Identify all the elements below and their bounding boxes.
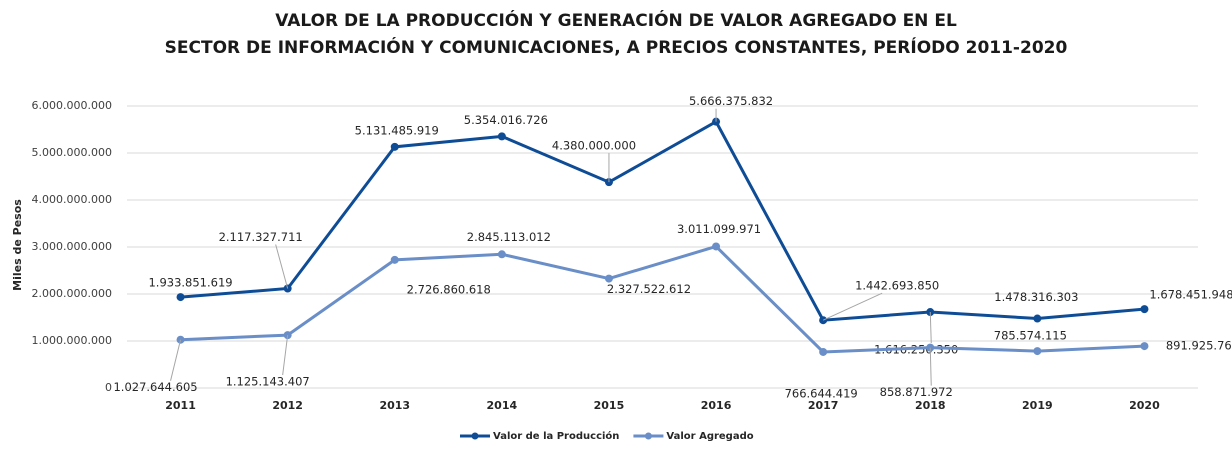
data-label: 2.117.327.711 <box>219 230 303 244</box>
x-tick-label: 2014 <box>487 399 518 412</box>
x-tick-label: 2015 <box>594 399 625 412</box>
data-point <box>1140 342 1149 351</box>
y-tick-label: 3.000.000.000 <box>32 240 112 253</box>
x-tick-label: 2017 <box>808 399 839 412</box>
y-tick-label: 0 <box>105 381 112 394</box>
y-tick-label: 4.000.000.000 <box>32 193 112 206</box>
data-label: 1.442.693.850 <box>855 279 939 293</box>
legend-label: Valor de la Producción <box>493 430 619 442</box>
data-label: 785.574.115 <box>994 329 1067 343</box>
data-point <box>497 132 506 141</box>
data-point <box>390 142 399 151</box>
data-label: 5.354.016.726 <box>464 113 548 127</box>
data-label: 1.125.143.407 <box>226 375 310 389</box>
leader-line <box>275 244 289 289</box>
y-tick-label: 2.000.000.000 <box>32 287 112 300</box>
data-point <box>604 274 613 283</box>
y-tick-label: 1.000.000.000 <box>32 334 112 347</box>
leader-line <box>929 347 932 386</box>
data-label: 1.933.851.619 <box>148 276 232 290</box>
data-label: 2.726.860.618 <box>407 282 491 296</box>
data-point <box>712 242 721 251</box>
y-tick-label: 5.000.000.000 <box>32 146 112 159</box>
data-point <box>1033 314 1042 323</box>
y-tick-label: 6.000.000.000 <box>32 99 112 112</box>
data-label: 766.644.419 <box>785 386 858 400</box>
data-label: 2.845.113.012 <box>467 230 551 244</box>
data-label: 1.478.316.303 <box>994 290 1078 304</box>
data-label: 5.131.485.919 <box>355 123 439 137</box>
data-label: 4.380.000.000 <box>552 139 636 153</box>
chart-subtitle: SECTOR DE INFORMACIÓN Y COMUNICACIONES, … <box>165 36 1068 58</box>
data-label: 891.925.767 <box>1166 339 1232 353</box>
leader-line <box>822 292 883 321</box>
x-tick-label: 2012 <box>272 399 303 412</box>
x-tick-label: 2016 <box>701 399 732 412</box>
chart-title: VALOR DE LA PRODUCCIÓN Y GENERACIÓN DE V… <box>275 9 957 31</box>
data-label: 858.871.972 <box>880 385 953 399</box>
leader-line <box>282 335 289 376</box>
legend-label: Valor Agregado <box>666 431 753 442</box>
data-line <box>180 244 1145 354</box>
x-tick-label: 2019 <box>1022 399 1053 412</box>
data-label: 5.666.375.832 <box>689 94 773 108</box>
x-tick-label: 2013 <box>379 399 410 412</box>
data-label: 3.011.099.971 <box>677 222 761 236</box>
data-point <box>176 293 185 302</box>
x-tick-label: 2020 <box>1129 399 1160 412</box>
data-point <box>390 255 399 264</box>
data-label: 1.678.451.948 <box>1149 288 1232 302</box>
data-label: 2.327.522.612 <box>607 282 691 296</box>
data-label: 1.027.644.605 <box>113 380 197 394</box>
data-point <box>1140 305 1149 314</box>
data-point <box>819 347 828 356</box>
data-line <box>180 119 1145 322</box>
leader-line <box>170 339 182 381</box>
x-tick-label: 2018 <box>915 399 946 412</box>
x-tick-label: 2011 <box>165 399 196 412</box>
legend-marker <box>644 432 652 440</box>
legend-marker <box>471 432 479 440</box>
leader-line <box>929 312 932 344</box>
data-point <box>1033 347 1042 356</box>
data-point <box>497 250 506 259</box>
y-axis-label: Miles de Pesos <box>11 199 24 291</box>
